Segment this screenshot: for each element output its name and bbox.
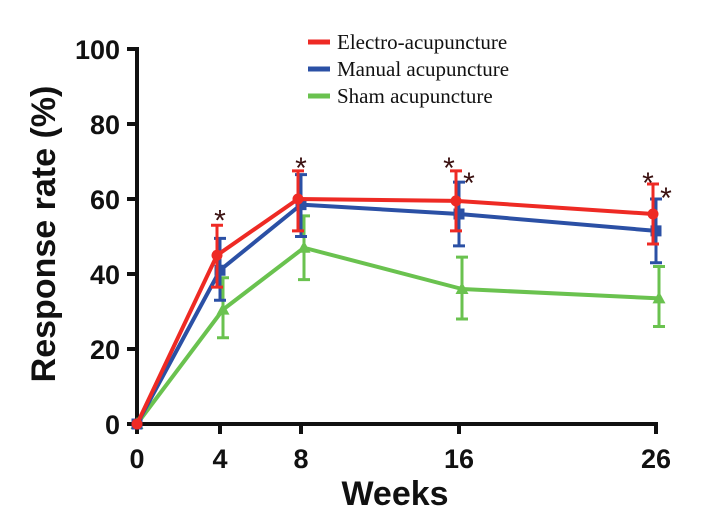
y-tick-label: 60 [90,185,120,215]
legend: Electro-acupuncture Manual acupuncture Sha… [308,30,509,108]
data-point [211,249,223,261]
significance-asterisk: * [443,152,455,185]
y-tick-label: 80 [90,110,120,140]
significance-asterisk: * [642,167,654,200]
data-point [650,225,662,237]
x-ticks: 0 4 8 16 26 [129,424,671,474]
x-tick-label: 8 [293,444,308,474]
legend-label: Electro-acupuncture [337,30,507,54]
axes [135,47,658,426]
series-electro-acupuncture [131,169,659,430]
significance-asterisk: * [660,182,672,215]
data-point [297,240,311,253]
data-point [647,208,659,220]
series-layer [130,169,666,430]
y-ticks: 0 20 40 60 80 100 [75,35,137,440]
x-tick-label: 4 [212,444,227,474]
data-point [455,282,469,294]
x-tick-label: 16 [444,444,474,474]
significance-asterisk: * [295,152,307,185]
significance-asterisk: * [214,204,226,237]
data-point [292,193,304,205]
legend-label: Manual acupuncture [337,57,509,81]
y-tick-label: 40 [90,260,120,290]
x-tick-label: 0 [129,444,144,474]
data-point [216,302,230,315]
data-point [214,264,226,276]
data-point [453,208,465,220]
x-tick-label: 26 [641,444,671,474]
significance-asterisk: * [463,167,475,200]
data-point [450,195,462,207]
y-tick-label: 0 [105,410,120,440]
y-tick-label: 100 [75,35,120,65]
data-point [131,418,143,430]
data-point [295,199,307,211]
series-sham-acupuncture [130,214,666,429]
significance-annotations: ** * * * * [214,152,672,238]
legend-label: Sham acupuncture [337,84,493,108]
x-axis-title: Weeks [341,475,448,513]
y-axis-title: Response rate (%) [25,86,63,383]
y-tick-label: 20 [90,335,120,365]
data-point [652,291,666,304]
series-manual-acupuncture [131,173,662,430]
